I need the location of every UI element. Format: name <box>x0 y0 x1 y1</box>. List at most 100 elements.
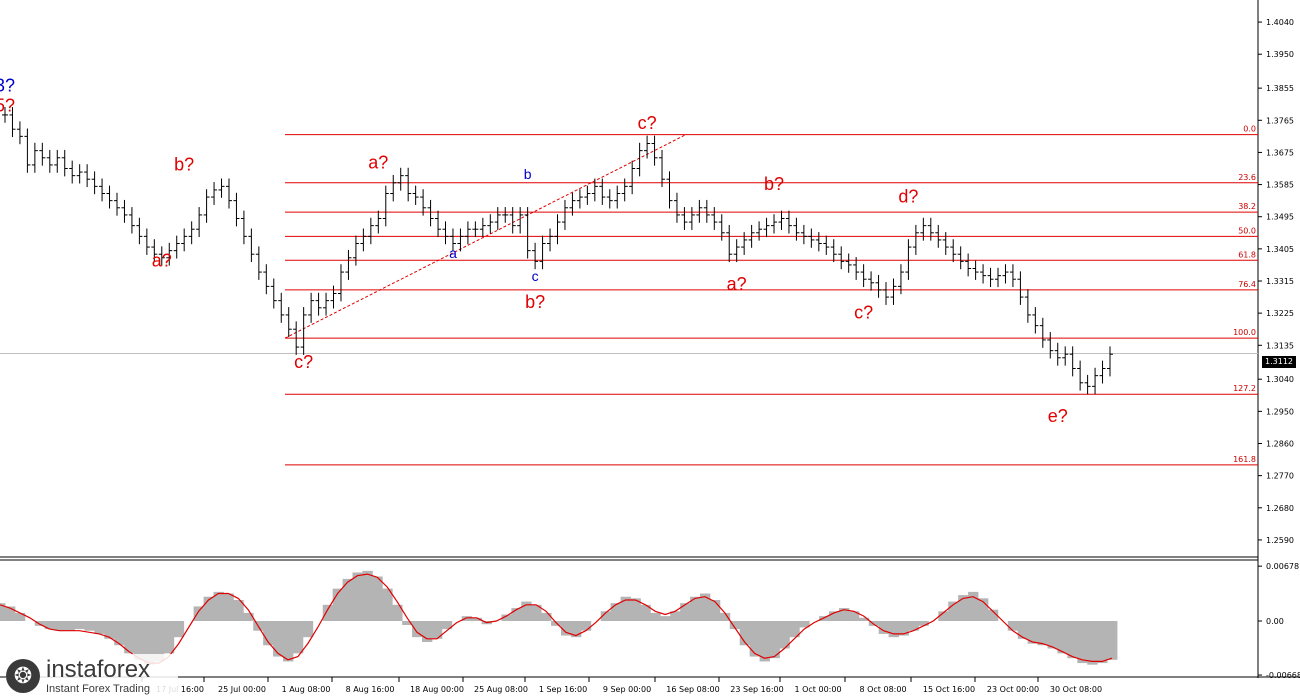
logo-text: instaforex Instant Forex Trading <box>46 655 151 695</box>
price-series <box>2 107 1113 395</box>
histogram-bar <box>670 611 681 621</box>
histogram-bar <box>422 621 433 643</box>
histogram-bar <box>630 598 641 621</box>
wave-label: b? <box>764 174 784 194</box>
wave-label: c? <box>854 303 873 323</box>
price-tick-label: 1.3315 <box>1266 277 1294 286</box>
price-tick-label: 1.3950 <box>1266 50 1294 59</box>
time-tick-label: 30 Oct 08:00 <box>1050 685 1102 694</box>
histogram-bar <box>1087 621 1098 665</box>
histogram-bar <box>918 621 929 626</box>
histogram-bar <box>878 621 890 634</box>
histogram-bar <box>114 621 125 646</box>
wave-label: a <box>449 245 457 261</box>
histogram-bar <box>173 621 185 638</box>
wave-label: c <box>532 268 539 284</box>
wave-label: a? <box>727 274 747 294</box>
histogram-bar <box>213 591 224 621</box>
histogram-bar <box>650 612 661 621</box>
time-tick-label: 1 Aug 08:00 <box>282 685 331 694</box>
histogram-bar <box>958 595 969 621</box>
histogram-bar <box>868 621 880 626</box>
histogram-bar <box>769 621 780 659</box>
histogram-bar <box>580 621 592 631</box>
histogram-bar <box>352 572 363 621</box>
histogram-bar <box>372 576 383 621</box>
wave-label: c? <box>638 113 657 133</box>
wave-label: b <box>524 166 532 182</box>
fibo-level-label: 100.0 <box>1233 328 1256 337</box>
histogram-bar <box>1037 621 1048 646</box>
histogram-bar <box>0 603 6 621</box>
price-tick-label: 1.3495 <box>1266 213 1294 222</box>
histogram-bar <box>1057 621 1068 654</box>
histogram-bar <box>739 621 751 646</box>
fibo-level-label: 127.2 <box>1233 384 1256 393</box>
histogram-bar <box>819 616 830 621</box>
histogram-bar <box>243 612 254 621</box>
fibonacci-levels: 0.0 23.6 38.2 50.0 61.8 76.4 100.0 127.2 161.8 <box>284 125 1258 466</box>
signal-line <box>0 573 1113 664</box>
fibo-level-label: 23.6 <box>1238 173 1256 182</box>
time-tick-label: 17 Jul 16:00 <box>156 685 204 694</box>
histogram-bar <box>163 621 175 654</box>
price-tick-label: 1.2770 <box>1266 472 1294 481</box>
wave-label: e? <box>1048 406 1068 426</box>
osc-tick-label: 0.00678 <box>1266 562 1299 571</box>
wave-labels: 3?5? b? a? c? a? a b c b? c? b? a? d? c? e? <box>0 76 1068 426</box>
histogram-bar <box>1017 621 1029 639</box>
price-axis: 1.4040 1.3950 1.3855 1.3765 1.3675 1.3585 1.34… <box>1258 18 1294 545</box>
histogram-bar <box>660 616 671 621</box>
histogram-bar <box>759 621 770 662</box>
wave-label: a? <box>368 153 388 173</box>
histogram-bar <box>600 611 612 621</box>
histogram-bar <box>441 621 453 630</box>
histogram-bar <box>700 593 711 621</box>
oscillator-panel <box>0 570 1118 665</box>
histogram-bar <box>888 621 899 638</box>
price-tick-label: 1.3405 <box>1266 245 1294 254</box>
instaforex-logo-icon: ❂ <box>6 659 40 693</box>
histogram-bar <box>1067 621 1078 659</box>
histogram-bar <box>789 621 800 638</box>
histogram-bar <box>839 608 850 621</box>
wave-label: b? <box>174 154 194 174</box>
histogram-bar <box>104 621 115 639</box>
time-tick-label: 1 Oct 00:00 <box>794 685 841 694</box>
histogram-bar <box>342 578 353 621</box>
histogram-bar <box>54 621 65 631</box>
histogram-bar <box>968 591 979 621</box>
histogram-bar <box>74 621 85 630</box>
current-price-badge: 1.3112 <box>1262 356 1296 368</box>
histogram-bar <box>263 621 274 646</box>
time-tick-label: 18 Aug 00:00 <box>410 685 464 694</box>
histogram-bar <box>501 614 512 621</box>
price-tick-label: 1.3765 <box>1266 116 1294 125</box>
histogram-bar <box>570 621 582 638</box>
histogram-bar <box>153 621 165 662</box>
price-tick-label: 1.2950 <box>1266 407 1294 416</box>
histogram-bar <box>898 621 909 636</box>
histogram-bar <box>987 609 999 621</box>
histogram-bar <box>1077 621 1088 664</box>
fibo-level-label: 38.2 <box>1238 202 1256 211</box>
histogram-bar <box>302 621 314 638</box>
fibo-level-label: 76.4 <box>1238 280 1256 289</box>
histogram-bar <box>1007 621 1019 631</box>
time-tick-label: 23 Oct 00:00 <box>987 685 1039 694</box>
histogram-bar <box>848 611 860 621</box>
histogram-bar <box>938 611 949 621</box>
histogram-bar <box>690 596 701 621</box>
price-tick-label: 1.3135 <box>1266 341 1294 350</box>
wave-label: 3? <box>0 76 15 96</box>
wave-label: 5? <box>0 95 15 115</box>
histogram-bar <box>144 621 155 665</box>
time-tick-label: 1 Sep 16:00 <box>539 685 587 694</box>
histogram-bar <box>680 603 691 621</box>
logo-brand: instaforex <box>46 655 151 683</box>
wave-label: a? <box>152 251 172 271</box>
price-tick-label: 1.3225 <box>1266 309 1294 318</box>
histogram-bar <box>233 599 244 621</box>
histogram-bar <box>193 606 204 621</box>
